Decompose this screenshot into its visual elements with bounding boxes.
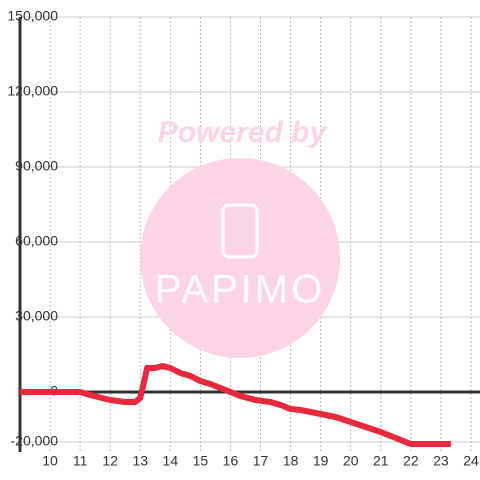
y-tick-label: 90,000 <box>15 158 58 174</box>
watermark-logo: PAPIMO <box>155 268 326 312</box>
y-tick-label: 60,000 <box>15 233 58 249</box>
data-line <box>20 363 451 447</box>
x-tick-label: 11 <box>73 453 88 469</box>
x-tick-label: 12 <box>102 453 118 469</box>
x-tick-label: 10 <box>42 453 58 469</box>
x-tick-label: 18 <box>283 453 299 469</box>
x-tick-label: 22 <box>403 453 419 469</box>
x-tick-label: 13 <box>132 453 148 469</box>
watermark-text: Powered by <box>158 116 328 149</box>
y-tick-label: 150,000 <box>7 8 58 24</box>
x-tick-label: 23 <box>433 453 449 469</box>
x-tick-label: 21 <box>373 453 389 469</box>
x-tick-label: 15 <box>193 453 209 469</box>
x-tick-label: 19 <box>313 453 329 469</box>
y-tick-label: -20,000 <box>11 433 59 449</box>
y-tick-label: 30,000 <box>15 308 58 324</box>
x-tick-label: 20 <box>343 453 359 469</box>
x-tick-label: 14 <box>163 453 179 469</box>
x-tick-label: 16 <box>223 453 239 469</box>
y-tick-label: 120,000 <box>7 83 58 99</box>
watermark-phone <box>221 203 259 259</box>
watermark: Powered by PAPIMO <box>140 116 340 358</box>
x-tick-label: 24 <box>463 453 479 469</box>
x-tick-label: 17 <box>253 453 269 469</box>
